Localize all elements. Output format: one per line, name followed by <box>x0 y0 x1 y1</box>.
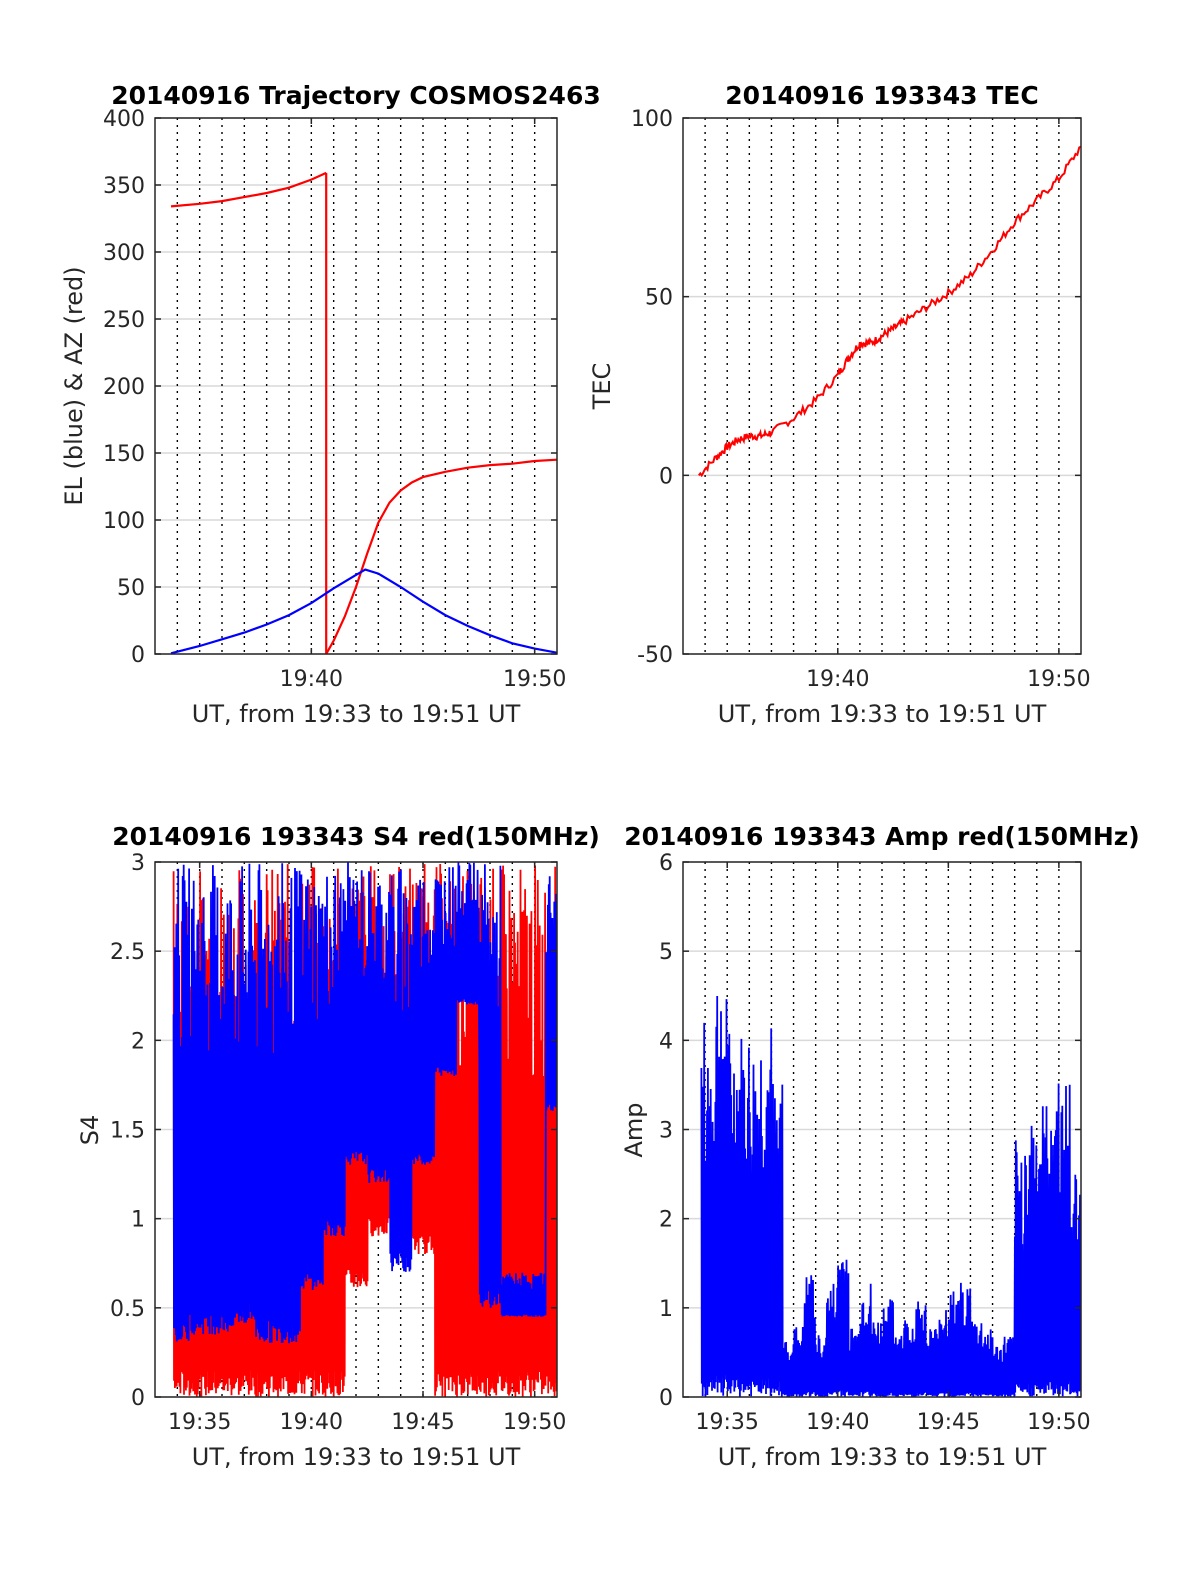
y-tick-label: 100 <box>631 107 673 132</box>
chart-s4: 0 0.5 1 1.5 2 2.5 3 19:35 19:40 19:45 19:50 201409… <box>76 822 600 1471</box>
xlabel-tec: UT, from 19:33 to 19:51 UT <box>718 700 1047 728</box>
x-tick-label: 19:45 <box>917 1410 980 1435</box>
series-line <box>697 145 1081 478</box>
series-amp <box>700 995 1081 1397</box>
x-tick-label: 19:50 <box>503 667 566 692</box>
axes-box <box>682 117 1082 655</box>
ticks-trajectory: 0 50 100 150 200 250 300 350 400 19:40 19:50 <box>103 107 566 692</box>
x-tick-label: 19:50 <box>503 1410 566 1435</box>
y-tick-label: 1 <box>659 1297 673 1322</box>
series-line <box>170 171 327 208</box>
y-tick-label: 100 <box>103 509 145 534</box>
y-tick-label: 250 <box>103 308 145 333</box>
y-tick-label: 5 <box>659 940 673 965</box>
title-s4: 20140916 193343 S4 red(150MHz) <box>112 822 600 851</box>
y-tick-label: 1.5 <box>110 1119 145 1144</box>
y-tick-label: 350 <box>103 174 145 199</box>
series-line <box>325 458 557 654</box>
x-tick-label: 19:40 <box>280 667 343 692</box>
title-tec: 20140916 193343 TEC <box>725 81 1038 110</box>
x-tick-label: 19:40 <box>806 667 869 692</box>
chart-amp: 0 1 2 3 4 5 6 19:35 19:40 19:45 19:50 20140916 193… <box>620 822 1140 1471</box>
x-tick-label: 19:35 <box>168 1410 231 1435</box>
chart-trajectory: 0 50 100 150 200 250 300 350 400 19:40 19:50 20140… <box>60 81 601 728</box>
series-tec <box>697 145 1081 478</box>
y-tick-label: 3 <box>659 1119 673 1144</box>
y-tick-label: 0.5 <box>110 1297 145 1322</box>
y-tick-label: 150 <box>103 442 145 467</box>
y-tick-label: 0 <box>659 464 673 489</box>
y-tick-label: 4 <box>659 1029 673 1054</box>
y-tick-label: 0 <box>659 1386 673 1411</box>
series-line <box>172 862 557 1344</box>
title-amp: 20140916 193343 Amp red(150MHz) <box>624 822 1140 851</box>
y-tick-label: 2.5 <box>110 940 145 965</box>
grid-tec <box>683 117 1081 655</box>
y-tick-label: 400 <box>103 107 145 132</box>
xlabel-amp: UT, from 19:33 to 19:51 UT <box>718 1443 1047 1471</box>
ticks-s4: 0 0.5 1 1.5 2 2.5 3 19:35 19:40 19:45 19:50 <box>110 851 566 1435</box>
y-tick-label: 6 <box>659 851 673 876</box>
series-line <box>170 568 557 654</box>
x-tick-label: 19:45 <box>391 1410 454 1435</box>
x-tick-label: 19:50 <box>1027 1410 1090 1435</box>
y-tick-label: 50 <box>645 286 673 311</box>
series-s4 <box>172 862 557 1397</box>
title-trajectory: 20140916 Trajectory COSMOS2463 <box>111 81 601 110</box>
ylabel-amp: Amp <box>620 1102 648 1157</box>
ylabel-trajectory: EL (blue) & AZ (red) <box>60 266 88 505</box>
ticks-tec: -50 0 50 100 19:40 19:50 <box>631 107 1091 692</box>
y-tick-label: 200 <box>103 375 145 400</box>
y-tick-label: 0 <box>131 1386 145 1411</box>
y-tick-label: 300 <box>103 241 145 266</box>
series-line <box>700 995 1081 1397</box>
ticks-amp: 0 1 2 3 4 5 6 19:35 19:40 19:45 19:50 <box>659 851 1091 1435</box>
y-tick-label: 50 <box>117 576 145 601</box>
x-tick-label: 19:35 <box>696 1410 759 1435</box>
x-tick-label: 19:50 <box>1027 667 1090 692</box>
ylabel-tec: TEC <box>588 363 616 411</box>
series-trajectory <box>170 171 557 654</box>
xlabel-trajectory: UT, from 19:33 to 19:51 UT <box>192 700 521 728</box>
y-tick-label: 3 <box>131 851 145 876</box>
y-tick-label: 1 <box>131 1208 145 1233</box>
y-tick-label: 0 <box>131 643 145 668</box>
y-tick-label: 2 <box>131 1029 145 1054</box>
y-tick-label: 2 <box>659 1208 673 1233</box>
xlabel-s4: UT, from 19:33 to 19:51 UT <box>192 1443 521 1471</box>
ylabel-s4: S4 <box>76 1115 104 1146</box>
x-tick-label: 19:40 <box>280 1410 343 1435</box>
x-tick-label: 19:40 <box>806 1410 869 1435</box>
y-tick-label: -50 <box>637 643 673 668</box>
